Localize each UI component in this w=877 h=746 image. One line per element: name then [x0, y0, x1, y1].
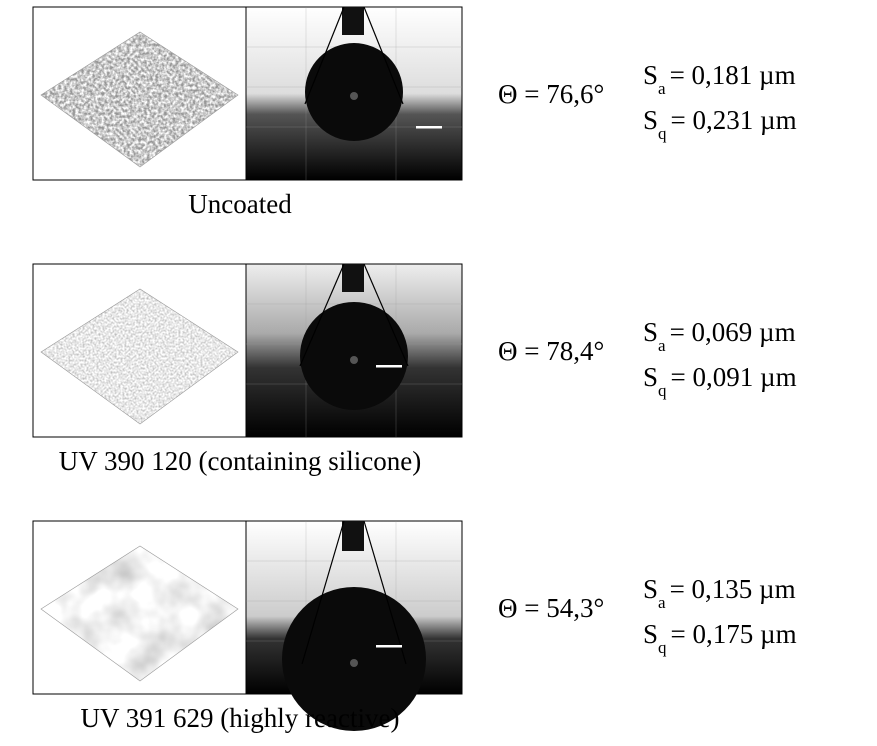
subscript: q	[658, 381, 667, 400]
figure: UncoatedΘ = 76,6°Sa= 0,181 µmSq= 0,231 µ…	[0, 0, 877, 746]
scale-bar	[416, 126, 442, 129]
value: = 0,175 µm	[671, 619, 797, 649]
highlight	[350, 92, 358, 100]
droplet-image	[246, 521, 462, 731]
sample-row: UV 391 629 (highly reactive)Θ = 54,3°Sa=…	[33, 521, 797, 733]
needle	[342, 7, 364, 35]
sample-label: UV 390 120 (containing silicone)	[59, 446, 421, 476]
symbol: S	[643, 574, 658, 604]
subscript: a	[658, 593, 666, 612]
symbol: S	[643, 317, 658, 347]
subscript: a	[658, 79, 666, 98]
surface-image	[33, 264, 246, 437]
roughness-sq: Sq= 0,231 µm	[643, 105, 797, 143]
roughness-sq: Sq= 0,091 µm	[643, 362, 797, 400]
value: = 0,091 µm	[671, 362, 797, 392]
roughness-sa: Sa= 0,181 µm	[643, 60, 796, 98]
scale-bar	[376, 645, 402, 648]
contact-angle: Θ = 54,3°	[498, 593, 604, 623]
value: = 0,181 µm	[670, 60, 796, 90]
value: = 0,135 µm	[670, 574, 796, 604]
subscript: q	[658, 124, 667, 143]
symbol: S	[643, 619, 658, 649]
sample-row: UV 390 120 (containing silicone) Θ = 78,4…	[33, 264, 797, 476]
needle	[342, 521, 364, 551]
droplet-image	[246, 7, 462, 180]
subscript: q	[658, 638, 667, 657]
highlight	[350, 659, 358, 667]
symbol: S	[643, 105, 658, 135]
subscript: a	[658, 336, 666, 355]
roughness-sq: Sq= 0,175 µm	[643, 619, 797, 657]
roughness-sa: Sa= 0,135 µm	[643, 574, 796, 612]
sample-label: UV 391 629 (highly reactive)	[81, 703, 400, 733]
sample-label: Uncoated	[188, 189, 292, 219]
symbol: S	[643, 60, 658, 90]
roughness-sa: Sa= 0,069 µm	[643, 317, 796, 355]
symbol: S	[643, 362, 658, 392]
value: = 0,069 µm	[670, 317, 796, 347]
highlight	[350, 356, 358, 364]
contact-angle: Θ = 76,6°	[498, 79, 604, 109]
droplet-image	[246, 264, 462, 437]
contact-angle: Θ = 78,4°	[498, 336, 604, 366]
value: = 0,231 µm	[671, 105, 797, 135]
surface-image	[33, 521, 246, 694]
scale-bar	[376, 365, 402, 368]
needle	[342, 264, 364, 292]
surface-image	[33, 7, 246, 180]
